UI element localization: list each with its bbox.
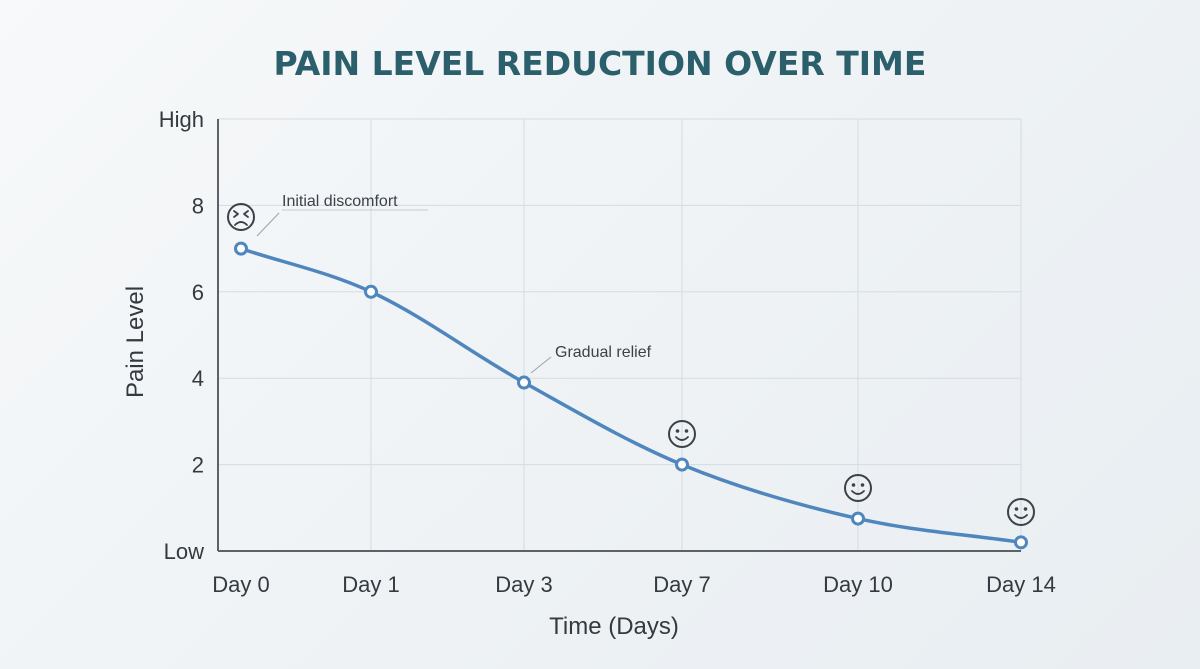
face-mouth [234,221,248,226]
data-point [851,511,865,526]
smiley-face-icon [844,474,872,502]
sad-face-icon [227,203,255,231]
data-point [234,241,248,256]
x-axis-title: Time (Days) [549,613,679,640]
annotation-label: Gradual relief [555,344,652,361]
face-eye [851,483,856,487]
series [234,241,1028,550]
face-mouth [1014,514,1028,519]
chart-title: PAIN LEVEL REDUCTION OVER TIME [274,44,927,83]
face-eye [243,210,249,218]
grid [218,118,1022,551]
face-eye [233,210,239,218]
face-mouth [675,436,689,441]
face-icons [227,203,1035,526]
y-tick-label: 2 [192,453,204,478]
x-tick-label: Day 0 [212,572,269,597]
face-eye [860,483,865,487]
face-outline [1007,498,1035,526]
face-eye [1014,507,1019,511]
data-point [1014,535,1028,550]
y-tick-label: 8 [192,193,204,218]
data-point [364,284,378,299]
face-eye [684,429,689,433]
data-point [675,457,689,472]
x-tick-label: Day 1 [342,572,399,597]
annotation-leader [256,212,280,237]
smiley-face-icon [668,420,696,448]
tick-labels: High 8 6 4 2 Low Day 0 Day 1 Day 3 Day 7 Day 10 Day… [159,107,1056,597]
annotation-leader [530,356,552,374]
face-outline [227,203,255,231]
x-tick-label: Day 3 [495,572,552,597]
annotations: Initial discomfort Gradual relief [256,193,652,374]
face-outline [668,420,696,448]
axes [217,119,1021,552]
face-outline [844,474,872,502]
face-eye [1023,507,1028,511]
data-point [517,375,531,390]
smiley-face-icon [1007,498,1035,526]
y-axis-title: Pain Level [122,286,149,398]
x-tick-label: Day 14 [986,572,1056,597]
annotation-label: Initial discomfort [282,193,398,210]
y-tick-label: 6 [192,280,204,305]
series-line [239,246,1023,545]
face-eye [675,429,680,433]
y-tick-label: 4 [192,366,204,391]
x-tick-label: Day 7 [653,572,710,597]
y-tick-label: Low [164,539,204,564]
face-mouth [851,490,865,495]
y-tick-label: High [159,107,204,132]
x-tick-label: Day 10 [823,572,893,597]
